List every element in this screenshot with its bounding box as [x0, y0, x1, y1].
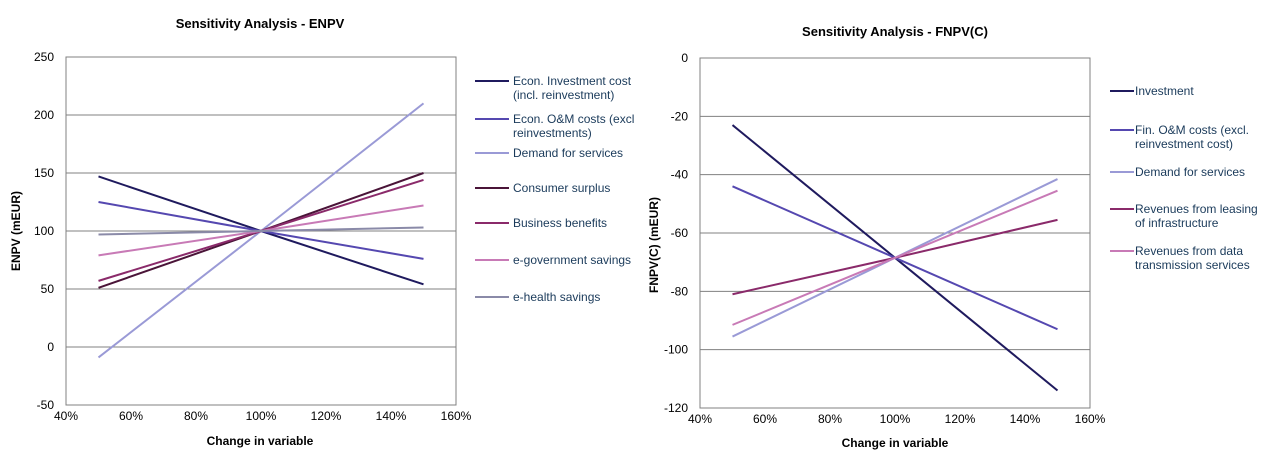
- fnpv-y-tick-label: -120: [664, 401, 688, 415]
- enpv-legend-label: Econ. O&M costs (excl reinvestments): [513, 112, 634, 140]
- enpv-y-tick-label: 200: [34, 108, 54, 122]
- fnpv-y-tick-label: -40: [671, 168, 689, 182]
- fnpv-y-tick-label: -20: [671, 109, 689, 123]
- enpv-x-tick-label: 100%: [246, 409, 277, 423]
- fnpv-y-axis-title: FNPV(C) (mEUR): [647, 197, 661, 293]
- enpv-chart-title: Sensitivity Analysis - ENPV: [176, 16, 345, 31]
- enpv-series-line-7: [98, 226, 424, 236]
- enpv-x-tick-label: 160%: [441, 409, 472, 423]
- fnpv-series-line-5: [732, 189, 1058, 326]
- fnpv-legend-label: Investment: [1135, 84, 1194, 98]
- fnpv-x-tick-label: 60%: [753, 412, 777, 426]
- fnpv-y-tick-label: -60: [671, 226, 689, 240]
- enpv-legend-label: Demand for services: [513, 146, 623, 160]
- enpv-y-tick-label: 100: [34, 224, 54, 238]
- enpv-y-tick-label: 150: [34, 166, 54, 180]
- fnpv-x-tick-label: 40%: [688, 412, 712, 426]
- enpv-legend-label: Business benefits: [513, 216, 607, 230]
- fnpv-y-tick-label: 0: [681, 51, 688, 65]
- fnpv-legend-label: Revenues from leasing of infrastructure: [1135, 202, 1258, 230]
- enpv-legend-label: Econ. Investment cost (incl. reinvestment…: [513, 74, 632, 102]
- enpv-y-tick-label: 50: [41, 282, 55, 296]
- fnpv-x-tick-label: 140%: [1010, 412, 1041, 426]
- fnpv-x-tick-label: 160%: [1075, 412, 1106, 426]
- fnpv-chart-title: Sensitivity Analysis - FNPV(C): [802, 24, 988, 39]
- enpv-y-tick-label: 250: [34, 50, 54, 64]
- fnpv-x-axis-title: Change in variable: [842, 436, 949, 450]
- fnpv-legend-label: Demand for services: [1135, 165, 1245, 179]
- enpv-legend-label: e-health savings: [513, 290, 600, 304]
- enpv-legend: Econ. Investment cost (incl. reinvestment…: [475, 74, 634, 304]
- enpv-x-tick-label: 120%: [311, 409, 342, 423]
- enpv-y-tick-label: -50: [37, 398, 55, 412]
- enpv-chart: Sensitivity Analysis - ENPV -50 0 50 100 150…: [9, 16, 634, 448]
- enpv-y-tick-label: 0: [47, 340, 54, 354]
- enpv-y-axis-title: ENPV (mEUR): [9, 191, 23, 271]
- enpv-x-tick-label: 140%: [376, 409, 407, 423]
- enpv-x-tick-label: 60%: [119, 409, 143, 423]
- fnpv-y-tick-label: -80: [671, 284, 689, 298]
- enpv-legend-label: e-government savings: [513, 253, 631, 267]
- fnpv-legend-label: Revenues from data transmission services: [1135, 244, 1250, 272]
- fnpv-y-tick-label: -100: [664, 343, 688, 357]
- fnpv-x-tick-label: 100%: [880, 412, 911, 426]
- fnpv-x-tick-label: 120%: [945, 412, 976, 426]
- enpv-x-tick-label: 40%: [54, 409, 78, 423]
- enpv-legend-label: Consumer surplus: [513, 181, 610, 195]
- fnpv-x-tick-label: 80%: [818, 412, 842, 426]
- fnpv-legend-label: Fin. O&M costs (excl. reinvestment cost): [1135, 123, 1249, 151]
- fnpv-legend: Investment Fin. O&M costs (excl. reinvestm…: [1110, 84, 1258, 272]
- fnpv-chart: Sensitivity Analysis - FNPV(C) -120 -100 -…: [647, 24, 1258, 450]
- enpv-x-axis-title: Change in variable: [207, 434, 314, 448]
- enpv-x-tick-label: 80%: [184, 409, 208, 423]
